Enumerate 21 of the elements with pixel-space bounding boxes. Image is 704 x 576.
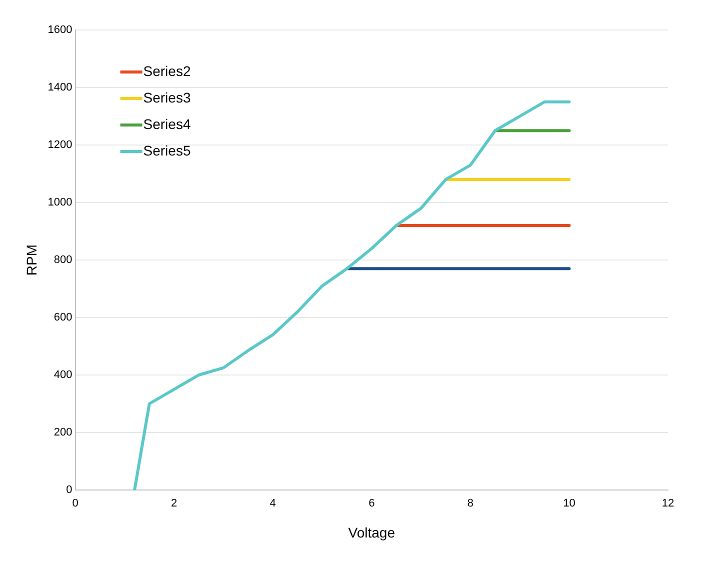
x-tick-label: 2 xyxy=(170,498,178,510)
y-tick-label: 800 xyxy=(54,254,72,266)
y-tick-label: 1200 xyxy=(48,139,72,152)
y-tick-label: 0 xyxy=(66,484,72,496)
y-tick-label: 600 xyxy=(54,312,72,324)
x-tick-label: 6 xyxy=(368,498,375,510)
x-tick-label: 10 xyxy=(563,498,576,510)
legend-label: Series4 xyxy=(143,116,191,132)
y-tick-label: 1600 xyxy=(48,24,72,36)
legend-label: Series3 xyxy=(143,89,191,106)
x-axis-title: Voltage xyxy=(348,524,396,540)
legend-label: Series2 xyxy=(143,62,191,79)
x-tick-label: 12 xyxy=(662,498,674,510)
x-tick-label: 8 xyxy=(467,498,474,510)
legend-label: Series5 xyxy=(143,142,191,158)
y-axis-title: RPM xyxy=(23,244,40,276)
x-tick-label: 4 xyxy=(270,498,276,510)
y-tick-label: 200 xyxy=(54,426,72,439)
y-tick-label: 400 xyxy=(54,369,72,382)
y-tick-label: 1400 xyxy=(48,82,72,94)
y-tick-label: 1000 xyxy=(48,196,72,209)
